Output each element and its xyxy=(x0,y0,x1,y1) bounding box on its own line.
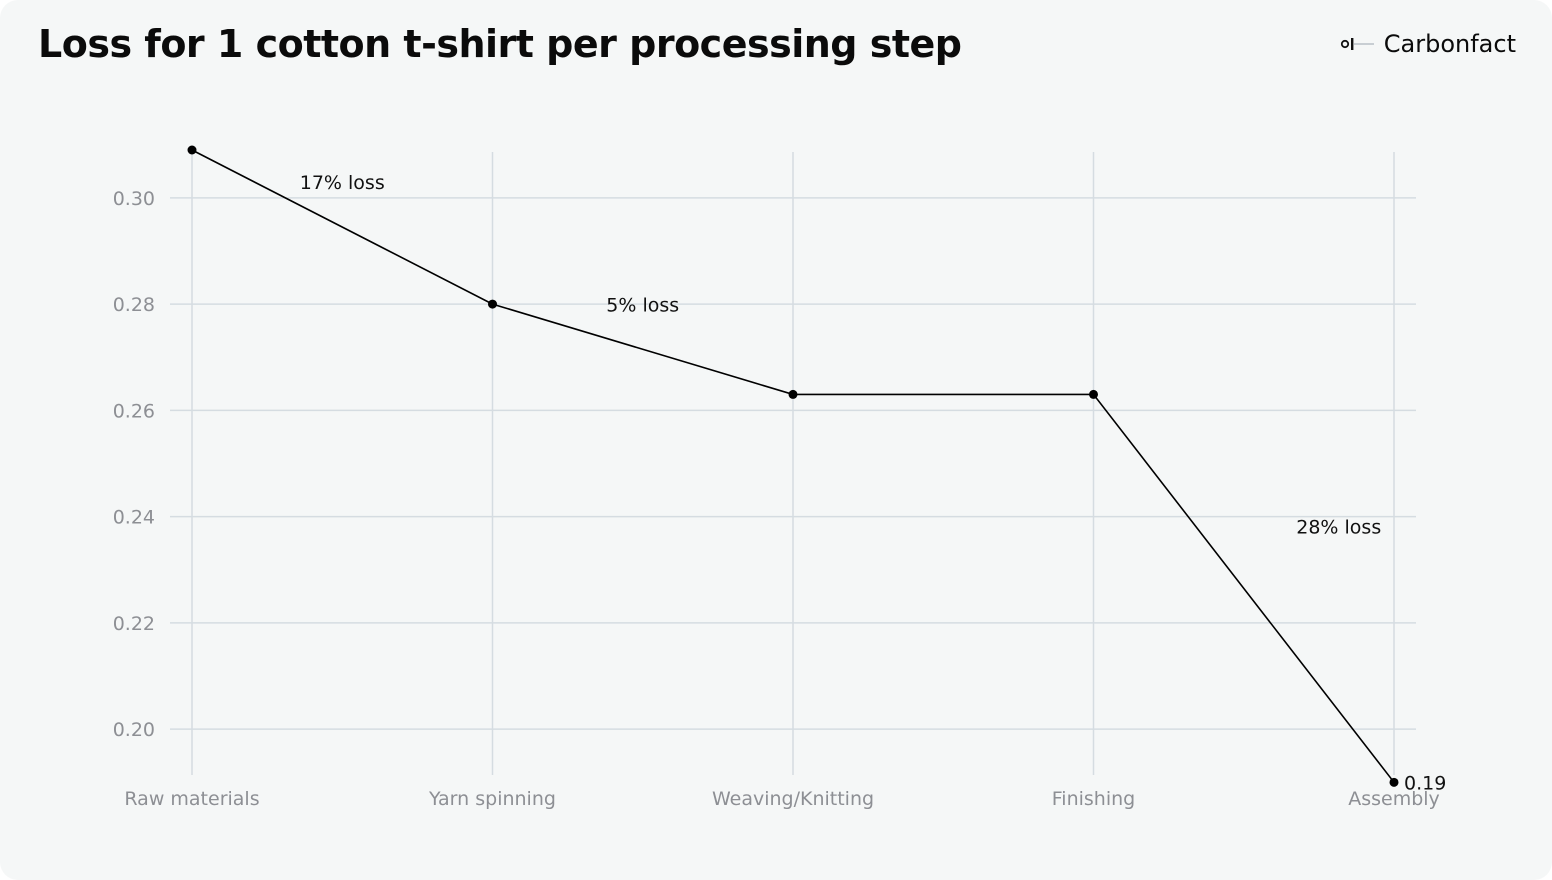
x-tick-label: Weaving/Knitting xyxy=(712,788,874,810)
y-tick-label: 0.20 xyxy=(113,719,155,741)
x-tick-label: Raw materials xyxy=(124,788,259,810)
brand: Carbonfact xyxy=(1340,30,1516,58)
data-point xyxy=(488,299,497,309)
x-tick-label: Finishing xyxy=(1052,788,1135,810)
y-tick-label: 0.24 xyxy=(113,507,155,529)
y-tick-label: 0.30 xyxy=(113,188,155,210)
y-tick-label: 0.26 xyxy=(113,400,155,422)
y-tick-label: 0.28 xyxy=(113,294,155,316)
data-point xyxy=(1089,389,1098,399)
brand-name: Carbonfact xyxy=(1383,30,1516,58)
x-tick-label: Assembly xyxy=(1348,788,1440,810)
data-point xyxy=(788,389,798,399)
loss-annotation: 17% loss xyxy=(300,172,385,194)
x-tick-label: Yarn spinning xyxy=(428,788,556,810)
carbonfact-logo-icon xyxy=(1340,38,1374,50)
data-point xyxy=(1389,777,1399,787)
data-point xyxy=(187,145,197,155)
loss-annotation: 28% loss xyxy=(1296,516,1381,538)
y-tick-label: 0.22 xyxy=(113,613,155,635)
loss-annotation: 5% loss xyxy=(606,294,679,316)
chart-title: Loss for 1 cotton t-shirt per processing… xyxy=(38,22,962,66)
end-value-label: 0.19 xyxy=(1404,772,1446,794)
